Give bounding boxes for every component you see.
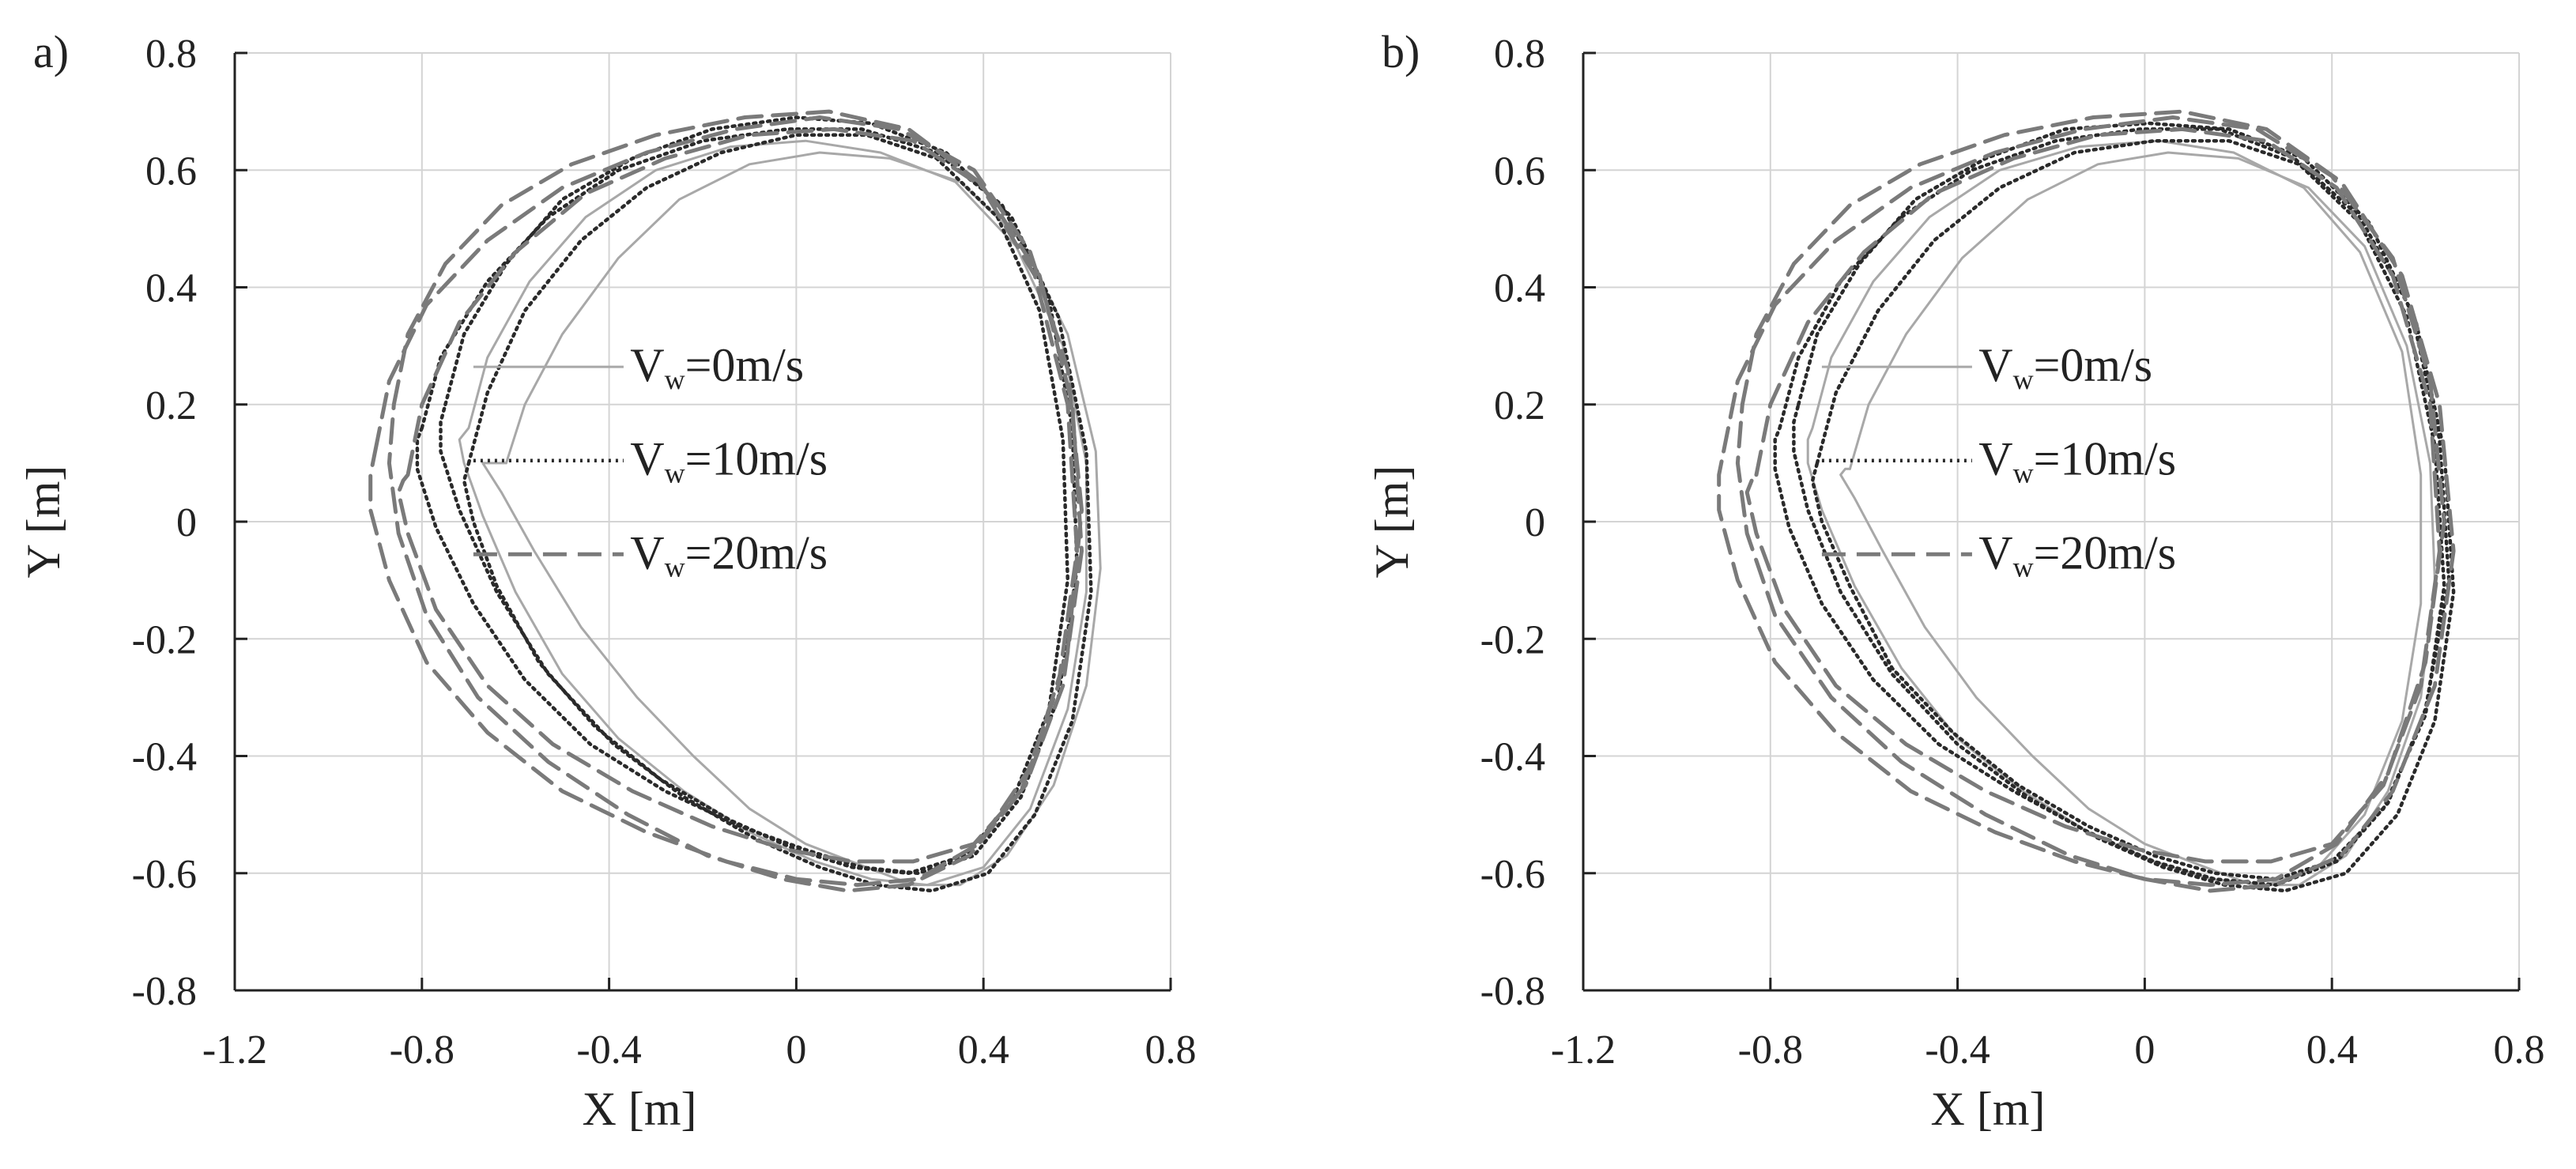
series-line [387,109,1080,893]
series-line [415,127,1079,876]
x-tick-label: 0 [786,1028,806,1073]
y-tick-label: 0.6 [145,149,197,194]
legend-label: Vw=0m/s [1978,339,2152,395]
legend-label-base: V [1978,526,2012,579]
legend-label-rest: =10m/s [685,433,828,485]
x-tick-label: -1.2 [1551,1028,1616,1073]
x-tick-label: 0 [2134,1028,2155,1073]
y-tick-label: -0.6 [1480,852,1545,897]
y-tick-label: 0.2 [1494,383,1545,428]
y-tick-label: -0.2 [1480,617,1545,662]
x-tick-label: -0.4 [1925,1028,1990,1073]
y-tick-label: 0.4 [1494,266,1545,311]
legend-label-base: V [1978,339,2012,391]
legend-label-subscript: w [665,551,685,583]
panel-label: a) [33,26,69,77]
y-tick-label: 0 [1525,500,1545,545]
legend-label-rest: =20m/s [2034,526,2177,579]
legend-label-subscript: w [665,364,685,395]
series-line [1717,115,2446,888]
series-line [481,151,1102,887]
legend-label-base: V [1978,433,2012,485]
legend-label-subscript: w [2013,458,2034,489]
x-axis-title: X [m] [1931,1083,2046,1135]
y-tick-label: -0.6 [132,852,197,897]
x-tick-label: 0.4 [958,1028,1009,1073]
x-tick-label: 0.8 [1145,1028,1197,1073]
series-dotted [1773,121,2456,893]
legend-label-base: V [630,526,664,579]
legend-label: Vw=20m/s [630,526,828,583]
y-tick-label: 0.6 [1494,149,1545,194]
series-solid [458,139,1102,887]
x-tick-label: -0.8 [1738,1028,1803,1073]
y-tick-label: -0.8 [132,969,197,1014]
series-dotted [415,115,1093,893]
x-tick-label: 0.4 [2306,1028,2358,1073]
series-dashed [1717,109,2456,893]
legend-label: Vw=20m/s [1978,526,2176,583]
panel-label: b) [1382,26,1420,77]
y-tick-label: 0 [176,500,197,545]
series-line [462,133,1070,876]
y-tick-label: -0.4 [1480,735,1545,780]
y-axis-title: Y [m] [17,466,70,579]
series-line [1744,126,2442,864]
series-line [1792,121,2456,893]
legend-label-rest: =0m/s [685,339,805,391]
y-tick-label: -0.8 [1480,969,1545,1014]
x-tick-label: -0.4 [576,1028,641,1073]
legend: Vw=0m/sVw=10m/sVw=20m/s [473,339,828,583]
series-line [458,139,1088,887]
legend-label-base: V [630,433,664,485]
series-solid [1806,139,2436,887]
series-line [396,126,1084,864]
y-tick-label: 0.4 [145,266,197,311]
y-tick-label: 0.8 [145,32,197,77]
y-tick-label: -0.4 [132,735,197,780]
panel-b: -1.2 -0.8 -0.4 0 0.4 0.8-0.8-0.6-0.4-0.200.20… [1366,26,2545,1135]
legend: Vw=0m/sVw=10m/sVw=20m/s [1821,339,2176,583]
y-tick-label: 0.2 [145,383,197,428]
series-line [1810,138,2446,881]
legend-label-subscript: w [2013,364,2034,395]
y-axis-title: Y [m] [1366,466,1418,579]
legend-label-base: V [630,339,664,391]
panel-a: -1.2 -0.8 -0.4 0 0.4 0.8-0.8-0.6-0.4-0.200.20… [17,26,1197,1135]
series-line [1839,151,2436,887]
series-line [1735,109,2456,893]
legend-label-subscript: w [2013,551,2034,583]
y-tick-label: -0.2 [132,617,197,662]
x-tick-label: 0.8 [2494,1028,2545,1073]
legend-label: Vw=10m/s [630,433,828,489]
legend-label: Vw=0m/s [630,339,804,395]
x-axis-title: X [m] [583,1083,697,1135]
series-line [1806,139,2423,887]
x-tick-label: -0.8 [390,1028,454,1073]
legend-label-subscript: w [665,458,685,489]
legend-label-rest: =0m/s [2034,339,2153,391]
y-tick-label: 0.8 [1494,32,1545,77]
legend-label: Vw=10m/s [1978,433,2176,489]
series-dashed [368,109,1084,893]
legend-label-rest: =10m/s [2034,433,2177,485]
x-tick-label: -1.2 [202,1028,267,1073]
legend-label-rest: =20m/s [685,526,828,579]
